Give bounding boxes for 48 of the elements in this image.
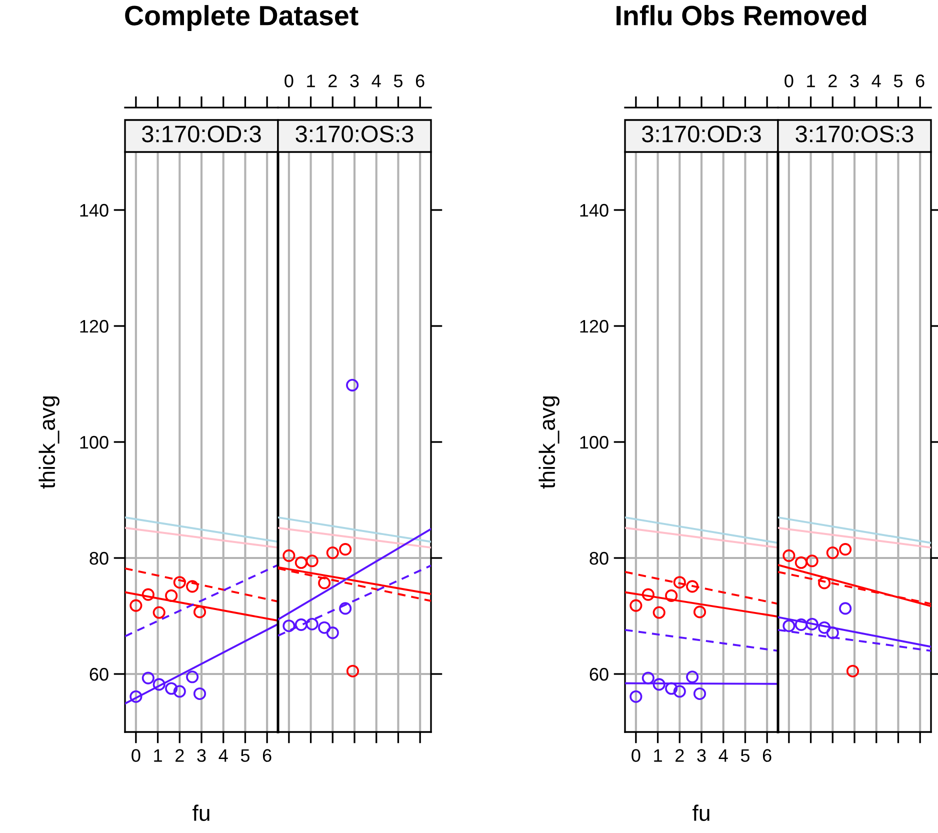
- y-axis-title: thick_avg: [38, 396, 60, 489]
- chart-subtitle: 3:170:OD:3: [642, 126, 761, 142]
- x-tick-label: 4: [872, 74, 881, 88]
- x-tick-label: 2: [676, 749, 684, 762]
- x-tick-label: 6: [916, 74, 924, 88]
- x-tick-label: 1: [807, 74, 815, 88]
- x-tick-label: 2: [328, 74, 337, 88]
- x-tick-label: 4: [372, 74, 381, 88]
- y-tick-label: 60: [90, 668, 108, 681]
- y-tick-label: 140: [80, 204, 108, 217]
- y-tick-label: 120: [580, 320, 608, 333]
- x-tick-label: 1: [654, 749, 662, 762]
- x-tick-label: 3: [850, 74, 859, 88]
- chart-subtitle: 3:170:OS:3: [796, 126, 914, 142]
- y-tick-label: 140: [580, 204, 608, 217]
- chart-title: Influ Obs Removed: [616, 5, 866, 26]
- chart-subtitle: 3:170:OD:3: [142, 126, 261, 142]
- x-tick-label: 2: [828, 74, 837, 88]
- x-tick-label: 5: [394, 74, 402, 88]
- x-axis-title: fu: [692, 804, 710, 821]
- x-tick-label: 3: [197, 749, 206, 762]
- x-tick-label: 0: [284, 74, 294, 88]
- x-tick-label: 6: [416, 74, 424, 88]
- x-tick-label: 5: [240, 749, 250, 762]
- x-axis-title: fu: [192, 804, 210, 821]
- x-tick-label: 6: [262, 749, 272, 762]
- x-tick-label: 0: [632, 749, 640, 762]
- y-tick-label: 120: [80, 320, 108, 333]
- x-tick-label: 5: [740, 749, 750, 762]
- x-tick-label: 2: [176, 749, 184, 762]
- x-tick-label: 4: [718, 749, 728, 762]
- y-tick-label: 100: [580, 436, 608, 449]
- x-tick-label: 4: [218, 749, 228, 762]
- x-tick-label: 5: [894, 74, 902, 88]
- y-axis-title: thick_avg: [538, 396, 560, 489]
- x-tick-label: 3: [697, 749, 706, 762]
- x-tick-label: 0: [132, 749, 140, 762]
- x-tick-label: 0: [784, 74, 794, 88]
- x-tick-label: 1: [307, 74, 315, 88]
- x-tick-label: 3: [350, 74, 359, 88]
- chart-subtitle: 3:170:OS:3: [296, 126, 414, 142]
- y-tick-label: 100: [80, 436, 108, 449]
- y-tick-label: 80: [90, 552, 108, 565]
- y-tick-label: 80: [590, 552, 608, 565]
- x-tick-label: 6: [762, 749, 772, 762]
- x-tick-label: 1: [154, 749, 162, 762]
- y-tick-label: 60: [590, 668, 608, 681]
- chart-title: Complete Dataset: [125, 5, 358, 31]
